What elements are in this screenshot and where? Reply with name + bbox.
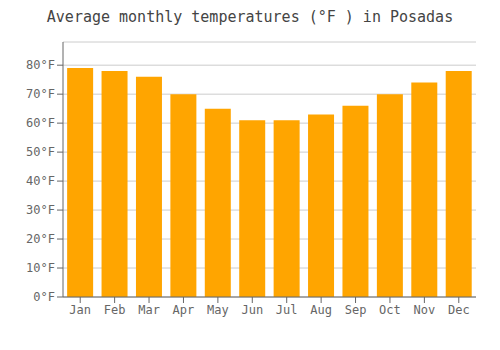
svg-text:May: May <box>207 303 229 317</box>
svg-text:Jan: Jan <box>69 303 91 317</box>
svg-text:Nov: Nov <box>414 303 436 317</box>
svg-text:70°F: 70°F <box>26 87 55 101</box>
svg-text:50°F: 50°F <box>26 145 55 159</box>
svg-text:Apr: Apr <box>173 303 195 317</box>
svg-text:Jul: Jul <box>276 303 298 317</box>
svg-text:10°F: 10°F <box>26 261 55 275</box>
svg-text:80°F: 80°F <box>26 58 55 72</box>
svg-text:Jun: Jun <box>241 303 263 317</box>
svg-text:Dec: Dec <box>448 303 470 317</box>
svg-text:Sep: Sep <box>345 303 367 317</box>
svg-text:Oct: Oct <box>379 303 401 317</box>
svg-text:0°F: 0°F <box>33 290 55 304</box>
svg-text:20°F: 20°F <box>26 232 55 246</box>
svg-text:30°F: 30°F <box>26 203 55 217</box>
svg-text:Feb: Feb <box>104 303 126 317</box>
svg-text:60°F: 60°F <box>26 116 55 130</box>
svg-text:Mar: Mar <box>138 303 160 317</box>
html-text:Average monthly temperatures (: Average monthly temperatures (°F ) in Po… <box>46 8 454 26</box>
svg-text:Aug: Aug <box>310 303 332 317</box>
svg-text:40°F: 40°F <box>26 174 55 188</box>
